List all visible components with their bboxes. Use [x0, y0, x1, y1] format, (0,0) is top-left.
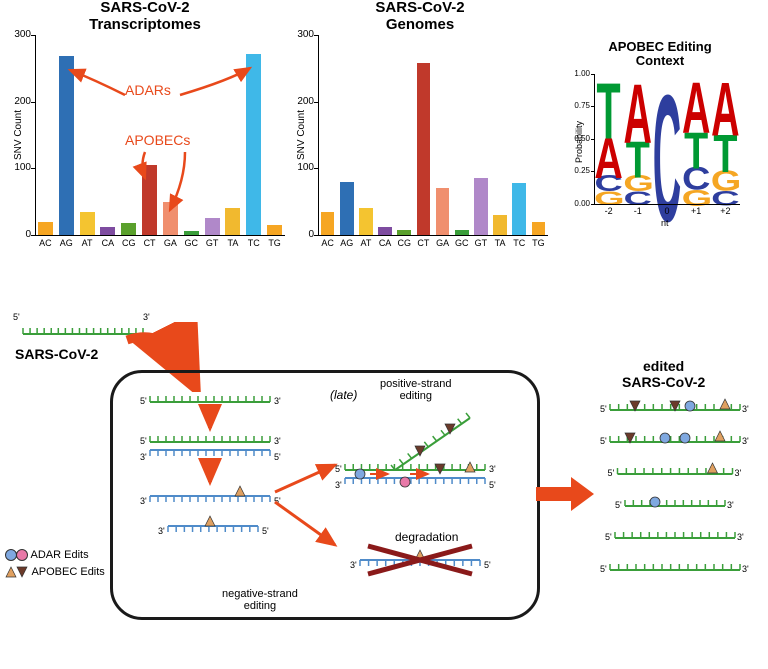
chart-genomes: SARS-CoV-2 Genomes 0100200300SNV CountAC… — [290, 0, 550, 255]
edited-strands: 5' 3' 5' 3' 5' 3' 5' 3' 5' 3' 5' 3' — [595, 398, 765, 618]
svg-text:3': 3' — [727, 500, 734, 510]
apobec-logo: APOBEC Editing Context 0.000.250.500.751… — [560, 40, 760, 224]
bar-TC — [512, 183, 526, 235]
svg-text:5': 5' — [140, 436, 147, 446]
bar-CA — [100, 227, 115, 235]
figure-root: SARS-CoV-2 Transcriptomes 0100200300SNV … — [0, 0, 768, 648]
outer-label: SARS-CoV-2 — [15, 346, 98, 362]
cell-contents: 5'3'5'3'3'5'3'5'3'5'5'3'3'5'3'5' — [110, 370, 540, 620]
svg-text:3': 3' — [742, 404, 749, 414]
edited-title: edited SARS-CoV-2 — [622, 358, 705, 390]
bar-TG — [267, 225, 282, 235]
svg-text:3': 3' — [742, 564, 749, 574]
bar-GC — [455, 230, 469, 235]
bar-CA — [378, 227, 392, 235]
bar-AT — [80, 212, 95, 235]
degradation-label: degradation — [395, 530, 458, 544]
legend-apobec: APOBEC Edits — [5, 565, 105, 580]
bar-AC — [321, 212, 335, 235]
bar-TA — [225, 208, 240, 235]
svg-text:5': 5' — [600, 436, 607, 446]
svg-text:5': 5' — [605, 532, 612, 542]
svg-text:5': 5' — [615, 500, 622, 510]
chart2-title: SARS-CoV-2 Genomes — [290, 0, 550, 33]
late-label: (late) — [330, 388, 357, 402]
svg-text:3': 3' — [274, 436, 281, 446]
svg-text:3': 3' — [735, 468, 742, 478]
bar-AT — [359, 208, 373, 235]
bar-TA — [493, 215, 507, 235]
svg-text:3': 3' — [350, 560, 357, 570]
bar-GA — [436, 188, 450, 235]
legend-adar-text: ADAR Edits — [31, 549, 89, 561]
bar-GT — [474, 178, 488, 235]
svg-text:3': 3' — [335, 480, 342, 490]
svg-text:5': 5' — [484, 560, 491, 570]
svg-text:3': 3' — [489, 464, 496, 474]
legend-apobec-text: APOBEC Edits — [31, 566, 104, 578]
bar-GC — [184, 231, 199, 235]
top-row: SARS-CoV-2 Transcriptomes 0100200300SNV … — [0, 0, 768, 255]
legend: ADAR Edits APOBEC Edits — [5, 548, 105, 581]
svg-text:5': 5' — [600, 404, 607, 414]
bar-TG — [532, 222, 546, 235]
exit-arrow — [536, 475, 596, 515]
chart-transcriptomes: SARS-CoV-2 Transcriptomes 0100200300SNV … — [0, 0, 290, 255]
chart2-area: 0100200300SNV CountACAGATCACGCTGAGCGTTAT… — [318, 35, 548, 255]
bar-GT — [205, 218, 220, 235]
bar-AG — [59, 56, 74, 235]
svg-text:3': 3' — [140, 496, 147, 506]
legend-adar: ADAR Edits — [5, 548, 105, 563]
apobecs-label: APOBECs — [125, 132, 190, 148]
bar-TC — [246, 54, 261, 235]
five-prime: 5' — [13, 312, 20, 322]
logo-area: 0.000.250.500.751.00ProbabilityGCAT-2CGT… — [580, 74, 760, 224]
three-prime: 3' — [143, 312, 150, 322]
adars-label: ADARs — [125, 82, 171, 98]
neg-editing: negative-strand editing — [222, 588, 298, 612]
chart1-title: SARS-CoV-2 Transcriptomes — [0, 0, 290, 33]
svg-text:5': 5' — [608, 468, 615, 478]
svg-text:3': 3' — [158, 526, 165, 536]
bar-GA — [163, 202, 178, 235]
svg-text:3': 3' — [737, 532, 744, 542]
svg-text:3': 3' — [274, 396, 281, 406]
svg-text:5': 5' — [600, 564, 607, 574]
svg-text:5': 5' — [489, 480, 496, 490]
svg-text:5': 5' — [335, 464, 342, 474]
svg-text:5': 5' — [262, 526, 269, 536]
svg-text:3': 3' — [140, 452, 147, 462]
bar-AG — [340, 182, 354, 235]
svg-text:3': 3' — [742, 436, 749, 446]
svg-text:5': 5' — [274, 452, 281, 462]
bar-CT — [142, 165, 157, 235]
pos-editing: positive-strand editing — [380, 378, 452, 402]
adar-pink-icon — [16, 549, 28, 561]
bar-CG — [397, 230, 411, 235]
svg-text:5': 5' — [140, 396, 147, 406]
bar-AC — [38, 222, 53, 235]
bar-CG — [121, 223, 136, 235]
bar-CT — [417, 63, 431, 235]
